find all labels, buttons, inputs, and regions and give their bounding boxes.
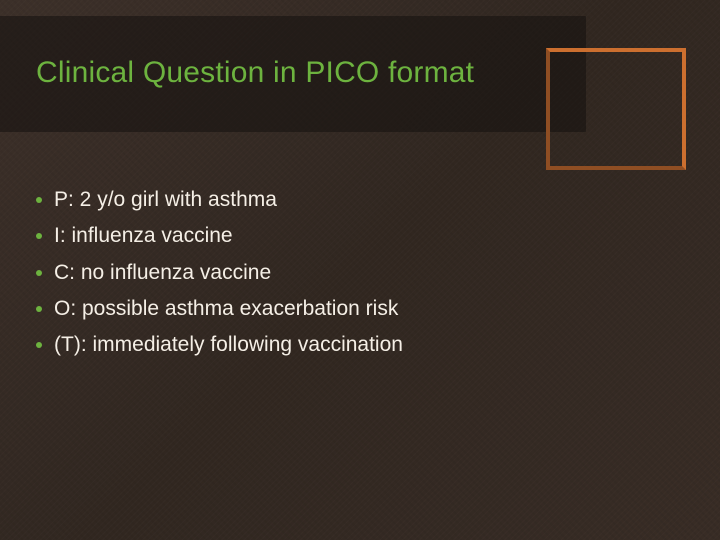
bullet-text: C: no influenza vaccine — [54, 259, 271, 287]
bullet-text: O: possible asthma exacerbation risk — [54, 295, 398, 323]
list-item: P: 2 y/o girl with asthma — [36, 186, 660, 214]
bullet-text: (T): immediately following vaccination — [54, 331, 403, 359]
list-item: O: possible asthma exacerbation risk — [36, 295, 660, 323]
bullet-icon — [36, 342, 42, 348]
bullet-text: P: 2 y/o girl with asthma — [54, 186, 277, 214]
slide-title: Clinical Question in PICO format — [36, 56, 474, 90]
bullet-icon — [36, 306, 42, 312]
list-item: I: influenza vaccine — [36, 222, 660, 250]
list-item: C: no influenza vaccine — [36, 259, 660, 287]
bullet-icon — [36, 270, 42, 276]
accent-outline-box — [546, 48, 686, 170]
bullet-icon — [36, 197, 42, 203]
bullet-text: I: influenza vaccine — [54, 222, 233, 250]
bullet-icon — [36, 233, 42, 239]
list-item: (T): immediately following vaccination — [36, 331, 660, 359]
bullet-list: P: 2 y/o girl with asthma I: influenza v… — [36, 186, 660, 368]
